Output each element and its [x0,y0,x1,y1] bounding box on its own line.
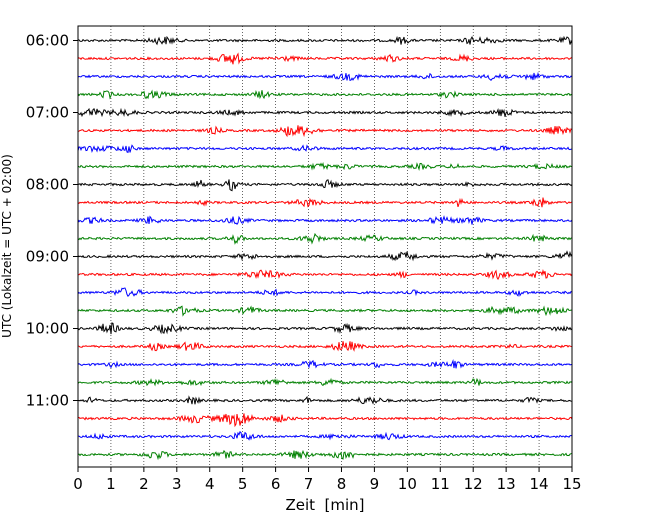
x-tick-label: 2 [139,475,149,493]
seismic-trace [77,71,573,82]
x-tick-label: 14 [530,475,549,493]
seismic-trace [77,341,573,352]
seismic-trace [77,449,573,461]
x-tick-label: 5 [238,475,248,493]
x-axis: 0 1 2 3 4 5 6 7 8 9 10 11 12 13 14 15 [73,467,582,493]
x-tick-label: 0 [73,475,83,493]
seismic-trace [77,305,573,317]
y-tick-label: 10:00 [26,320,69,338]
y-axis: 06:00 07:00 08:00 09:00 10:00 11:00 [26,32,78,410]
seismic-trace [77,377,573,387]
x-tick-label: 8 [337,475,347,493]
seismic-trace [77,35,573,46]
x-tick-label: 4 [205,475,215,493]
y-tick-label: 07:00 [26,104,69,122]
x-tick-label: 15 [562,475,581,493]
x-tick-label: 10 [398,475,417,493]
seismic-traces [77,35,573,461]
y-tick-label: 06:00 [26,32,69,50]
seismic-trace [77,179,573,192]
x-tick-label: 13 [497,475,516,493]
x-tick-label: 9 [370,475,380,493]
seismic-trace [77,358,573,369]
seismic-trace [77,162,573,171]
seismic-trace [77,125,573,138]
seismic-trace [77,269,573,281]
x-tick-label: 6 [271,475,281,493]
x-tick-label: 12 [464,475,483,493]
x-tick-label: 7 [304,475,314,493]
seismic-trace [77,413,573,428]
y-tick-label: 09:00 [26,248,69,266]
seismic-trace [77,250,573,262]
x-tick-label: 3 [172,475,182,493]
seismic-trace [77,395,573,405]
seismic-trace [77,144,573,154]
seismic-trace [77,232,573,245]
seismic-trace [77,89,573,100]
x-tick-label: 11 [431,475,450,493]
seismic-trace [77,197,573,208]
y-tick-label: 08:00 [26,176,69,194]
seismic-trace [77,322,573,335]
seismic-trace [77,107,573,118]
x-tick-label: 1 [106,475,116,493]
seismic-trace [77,287,573,297]
y-axis-label: UTC (Lokalzeit = UTC + 02:00) [0,154,14,338]
seismic-trace [77,431,573,441]
plot-frame [77,25,573,468]
seismic-trace [77,215,573,226]
x-axis-label: Zeit [min] [285,496,364,514]
y-tick-label: 11:00 [26,392,69,410]
seismic-trace [77,52,573,65]
